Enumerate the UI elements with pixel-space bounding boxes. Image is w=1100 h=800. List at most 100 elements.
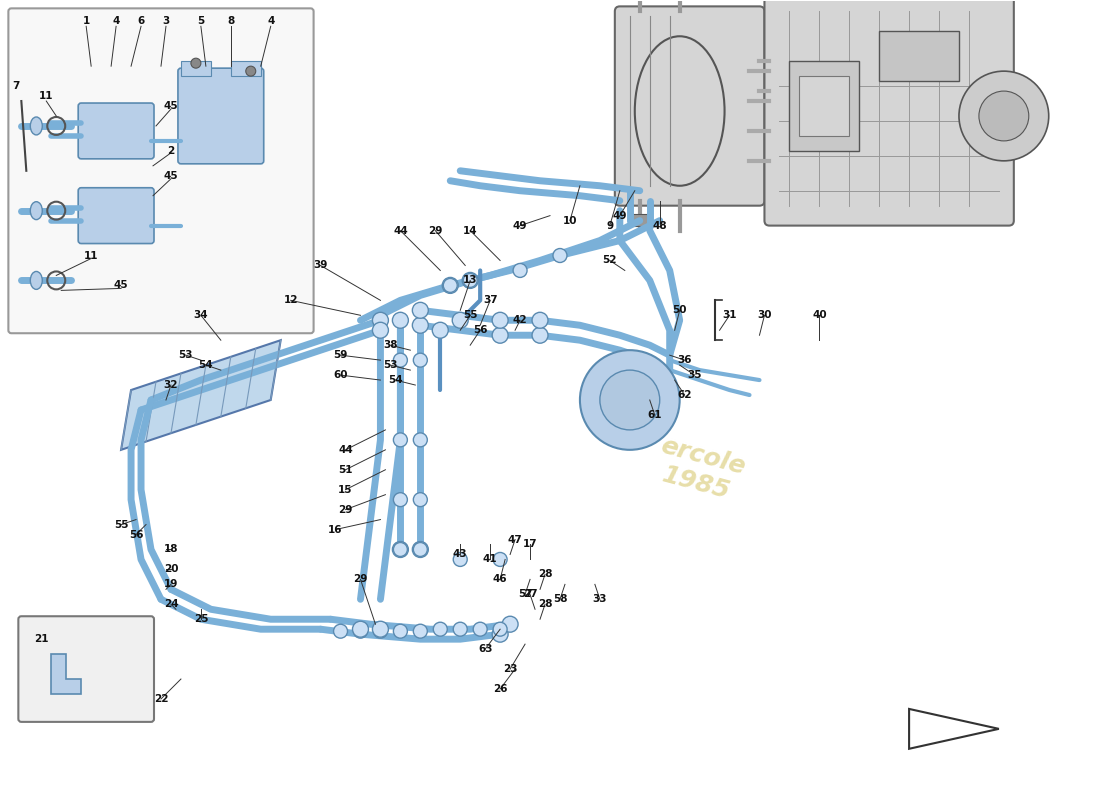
Bar [180, 61, 211, 76]
Text: 53: 53 [383, 360, 398, 370]
Circle shape [414, 624, 427, 638]
Text: 55: 55 [113, 519, 129, 530]
Circle shape [492, 626, 508, 642]
Text: 44: 44 [338, 445, 353, 455]
Text: 28: 28 [538, 570, 552, 579]
FancyBboxPatch shape [19, 616, 154, 722]
Text: 42: 42 [513, 315, 527, 326]
Text: 30: 30 [757, 310, 772, 320]
Text: 54: 54 [199, 360, 213, 370]
Text: 54: 54 [388, 375, 403, 385]
Circle shape [453, 622, 468, 636]
Circle shape [600, 370, 660, 430]
FancyBboxPatch shape [615, 6, 764, 206]
Text: 14: 14 [463, 226, 477, 235]
Circle shape [443, 278, 458, 292]
Ellipse shape [31, 271, 42, 290]
Text: 13: 13 [463, 275, 477, 286]
Text: 5: 5 [197, 16, 205, 26]
Bar [790, 61, 859, 151]
Circle shape [353, 624, 367, 638]
Circle shape [462, 273, 478, 288]
Bar [879, 31, 959, 81]
FancyBboxPatch shape [178, 68, 264, 164]
Text: 49: 49 [613, 210, 627, 221]
Circle shape [394, 353, 407, 367]
Circle shape [394, 433, 407, 447]
Polygon shape [121, 340, 280, 450]
Text: ercole
1985: ercole 1985 [651, 434, 748, 506]
Circle shape [502, 616, 518, 632]
Text: 59: 59 [333, 350, 348, 360]
Circle shape [532, 312, 548, 328]
Text: 57: 57 [518, 590, 532, 599]
Text: 29: 29 [428, 226, 442, 235]
Bar [231, 61, 261, 76]
Text: 1: 1 [82, 16, 90, 26]
Bar [630, 214, 650, 226]
Text: 9: 9 [606, 221, 614, 230]
Circle shape [553, 249, 566, 262]
Circle shape [373, 622, 388, 637]
Text: 19: 19 [164, 579, 178, 590]
Text: 62: 62 [678, 390, 692, 400]
Text: 34: 34 [194, 310, 208, 320]
Text: 16: 16 [328, 525, 343, 534]
Text: 21: 21 [34, 634, 48, 644]
Text: 11: 11 [84, 250, 98, 261]
Text: 37: 37 [483, 295, 497, 306]
Circle shape [393, 542, 408, 558]
Circle shape [191, 58, 201, 68]
Circle shape [245, 66, 255, 76]
Circle shape [373, 312, 388, 328]
Circle shape [414, 433, 427, 447]
Text: 60: 60 [333, 370, 348, 380]
Text: 44: 44 [393, 226, 408, 235]
Circle shape [414, 542, 427, 557]
Text: 33: 33 [593, 594, 607, 604]
FancyBboxPatch shape [764, 0, 1014, 226]
Circle shape [333, 624, 348, 638]
Text: 6: 6 [138, 16, 145, 26]
Circle shape [432, 322, 449, 338]
FancyBboxPatch shape [78, 188, 154, 243]
Text: 26: 26 [493, 684, 507, 694]
Text: 35: 35 [688, 370, 702, 380]
Bar [800, 76, 849, 136]
Text: 48: 48 [652, 221, 667, 230]
Text: 12: 12 [284, 295, 298, 306]
Circle shape [492, 312, 508, 328]
Text: 17: 17 [522, 539, 538, 550]
Text: 7: 7 [13, 81, 20, 91]
Circle shape [442, 278, 459, 294]
Circle shape [959, 71, 1048, 161]
Circle shape [473, 622, 487, 636]
Text: 52: 52 [603, 255, 617, 266]
FancyBboxPatch shape [9, 8, 314, 334]
Text: 41: 41 [483, 554, 497, 565]
Text: 8: 8 [228, 16, 234, 26]
Text: 32: 32 [164, 380, 178, 390]
Circle shape [493, 553, 507, 566]
Text: 61: 61 [648, 410, 662, 420]
Text: 49: 49 [513, 221, 527, 230]
Circle shape [373, 322, 388, 338]
Text: 2: 2 [167, 146, 175, 156]
Text: 55: 55 [463, 310, 477, 320]
Circle shape [394, 624, 407, 638]
Text: 27: 27 [522, 590, 538, 599]
Text: 38: 38 [383, 340, 398, 350]
Text: 23: 23 [503, 664, 517, 674]
Text: 53: 53 [178, 350, 194, 360]
Text: 50: 50 [672, 306, 686, 315]
Text: 56: 56 [473, 326, 487, 335]
Text: 43: 43 [453, 550, 468, 559]
Text: 45: 45 [164, 170, 178, 181]
Text: 47: 47 [508, 534, 522, 545]
Circle shape [492, 327, 508, 343]
Ellipse shape [31, 117, 42, 135]
Circle shape [580, 350, 680, 450]
Circle shape [352, 622, 368, 637]
Text: 4: 4 [112, 16, 120, 26]
Text: 20: 20 [164, 565, 178, 574]
